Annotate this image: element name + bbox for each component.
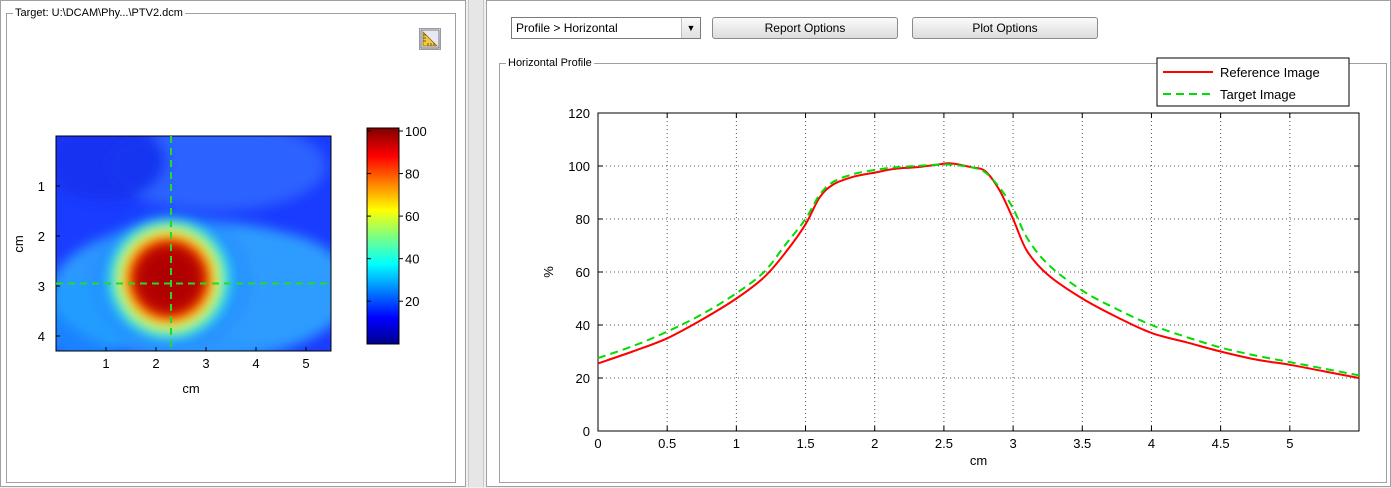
x-tick-label: 4.5	[1212, 436, 1230, 451]
ruler-triangle-glyph	[420, 29, 440, 49]
legend-label: Target Image	[1220, 87, 1296, 102]
profile-select-value: Profile > Horizontal	[516, 21, 618, 35]
x-tick-label: 4	[1148, 436, 1155, 451]
series-target-image	[597, 163, 1360, 377]
legend-label: Reference Image	[1220, 65, 1320, 80]
target-image-group: Target: U:\DCAM\Phy...\PTV2.dcm	[6, 6, 456, 483]
chart-ylabel: %	[541, 266, 556, 278]
x-tick-label: 5	[1286, 436, 1293, 451]
report-options-button[interactable]: Report Options	[712, 17, 898, 39]
x-tick-label: 2.5	[935, 436, 953, 451]
chart-grid	[598, 113, 1359, 431]
y-tick-label: 100	[568, 159, 590, 174]
left-panel: Target: U:\DCAM\Phy...\PTV2.dcm	[0, 0, 466, 487]
y-tick-label: 40	[576, 318, 590, 333]
x-tick-label: 1.5	[797, 436, 815, 451]
x-tick-label: 3.5	[1073, 436, 1091, 451]
chevron-down-icon[interactable]: ▼	[681, 18, 700, 38]
y-tick-label: 20	[576, 371, 590, 386]
target-group-title: Target: U:\DCAM\Phy...\PTV2.dcm	[13, 6, 185, 20]
y-tick-label: 0	[583, 424, 590, 439]
legend-box	[1156, 57, 1350, 107]
x-tick-label: 3	[1009, 436, 1016, 451]
ruler-triangle-icon[interactable]	[419, 28, 441, 50]
panel-splitter[interactable]	[468, 0, 484, 487]
plot-options-button[interactable]: Plot Options	[912, 17, 1098, 39]
chart-y-ticks: 0 20 40 60 80 100 120	[568, 106, 1359, 439]
chart-xlabel: cm	[970, 453, 987, 468]
horizontal-profile-group: Horizontal Profile	[499, 56, 1387, 483]
y-tick-label: 80	[576, 212, 590, 227]
profile-select[interactable]: Profile > Horizontal ▼	[511, 17, 701, 39]
chart-legend[interactable]: Reference Image Target Image	[1156, 57, 1350, 107]
right-panel: Profile > Horizontal ▼ Report Options Pl…	[486, 0, 1391, 487]
x-tick-label: 1	[733, 436, 740, 451]
y-tick-label: 60	[576, 265, 590, 280]
chart-x-ticks: 0 0.5 1 1.5 2 2.5 3 3.5 4 4.5 5	[594, 113, 1293, 451]
x-tick-label: 0	[594, 436, 601, 451]
chart-series	[597, 162, 1360, 379]
x-tick-label: 2	[871, 436, 878, 451]
y-tick-label: 120	[568, 106, 590, 121]
profile-chart: 0 0.5 1 1.5 2 2.5 3 3.5 4 4.5 5 0 20 40 60 80 100 120 cm…	[541, 57, 1360, 468]
x-tick-label: 0.5	[658, 436, 676, 451]
profile-group-title: Horizontal Profile	[506, 56, 594, 70]
series-reference-image	[597, 162, 1360, 379]
